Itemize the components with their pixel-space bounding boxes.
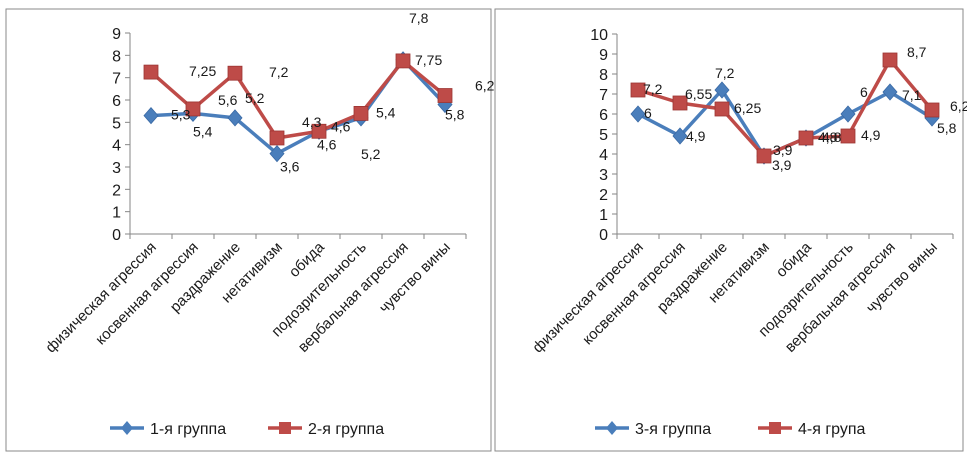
data-point xyxy=(798,130,814,146)
data-point xyxy=(269,144,285,163)
data-label: 7,2 xyxy=(269,64,289,80)
data-label: 7,2 xyxy=(643,81,663,97)
data-label: 4,8 xyxy=(822,129,842,145)
left-chart-frame xyxy=(5,8,492,452)
data-label: 6,2 xyxy=(475,78,495,94)
data-label: 6 xyxy=(860,84,868,100)
data-label: 7,1 xyxy=(902,87,922,103)
y-tick-label: 3 xyxy=(599,167,608,184)
legend-label: 1-я группа xyxy=(150,421,226,438)
data-point xyxy=(924,102,940,118)
y-tick-label: 1 xyxy=(112,205,121,222)
data-label: 7,8 xyxy=(409,10,429,26)
data-label: 4,9 xyxy=(686,128,706,144)
data-label: 6,25 xyxy=(734,100,761,116)
y-tick-label: 3 xyxy=(112,160,121,177)
data-point xyxy=(395,53,411,69)
data-point xyxy=(311,123,327,139)
data-label: 7,2 xyxy=(715,65,735,81)
data-point xyxy=(882,83,898,101)
y-tick-label: 0 xyxy=(599,227,608,244)
y-tick-label: 0 xyxy=(112,227,121,244)
data-label: 8,7 xyxy=(907,44,927,60)
data-point xyxy=(714,81,730,99)
data-label: 5,3 xyxy=(171,107,191,123)
data-point xyxy=(143,64,159,80)
y-tick-label: 4 xyxy=(112,138,121,155)
y-tick-label: 2 xyxy=(112,182,121,199)
data-label: 5,4 xyxy=(376,104,396,120)
y-tick-label: 5 xyxy=(599,127,608,144)
right-chart-frame xyxy=(494,8,964,452)
legend-marker xyxy=(769,422,781,434)
y-tick-label: 5 xyxy=(112,115,121,132)
y-tick-label: 2 xyxy=(599,187,608,204)
legend-marker xyxy=(606,421,618,435)
data-point xyxy=(840,105,856,123)
data-label: 5,8 xyxy=(937,120,957,136)
legend-label: 2-я группа xyxy=(308,421,384,438)
data-point xyxy=(840,128,856,144)
data-point xyxy=(269,130,285,146)
data-point xyxy=(630,82,646,98)
y-tick-label: 9 xyxy=(599,47,608,64)
data-label: 4,8 xyxy=(818,129,838,145)
data-label: 6 xyxy=(644,105,652,121)
data-label: 5,6 xyxy=(218,92,238,108)
y-tick-label: 8 xyxy=(599,67,608,84)
y-tick-label: 6 xyxy=(599,107,608,124)
data-label: 6,55 xyxy=(685,86,712,102)
data-point xyxy=(143,107,159,125)
data-label: 5,4 xyxy=(193,123,213,139)
y-tick-label: 8 xyxy=(112,48,121,65)
data-point xyxy=(437,88,453,103)
y-tick-label: 9 xyxy=(112,26,121,43)
y-tick-label: 4 xyxy=(599,147,608,164)
legend-marker xyxy=(279,422,291,434)
data-label: 5,2 xyxy=(245,90,265,106)
data-point xyxy=(714,101,730,117)
data-label: 4,3 xyxy=(302,114,322,130)
data-point xyxy=(185,101,201,117)
data-label: 3,6 xyxy=(280,159,300,175)
data-point xyxy=(630,105,646,123)
legend-marker xyxy=(121,421,133,435)
data-label: 3,9 xyxy=(772,157,792,173)
data-point xyxy=(227,65,243,81)
data-label: 4,6 xyxy=(331,118,351,134)
data-point xyxy=(756,148,772,164)
data-label: 3,9 xyxy=(773,142,793,158)
data-label: 4,6 xyxy=(317,136,337,152)
data-label: 7,75 xyxy=(415,52,442,68)
data-point xyxy=(227,109,243,127)
y-tick-label: 10 xyxy=(590,27,608,44)
data-label: 6,2 xyxy=(950,98,967,114)
y-tick-label: 7 xyxy=(112,71,121,88)
data-label: 5,2 xyxy=(361,146,381,162)
legend-label: 3-я группа xyxy=(635,421,711,438)
y-tick-label: 6 xyxy=(112,93,121,110)
data-point xyxy=(672,95,688,111)
data-label: 5,8 xyxy=(445,106,465,122)
data-label: 4,9 xyxy=(861,127,881,143)
legend-label: 4-я група xyxy=(798,421,866,438)
y-tick-label: 7 xyxy=(599,87,608,104)
data-label: 7,25 xyxy=(189,63,216,79)
y-tick-label: 1 xyxy=(599,207,608,224)
data-point xyxy=(672,127,688,145)
data-point xyxy=(353,106,369,121)
data-point xyxy=(882,52,898,68)
